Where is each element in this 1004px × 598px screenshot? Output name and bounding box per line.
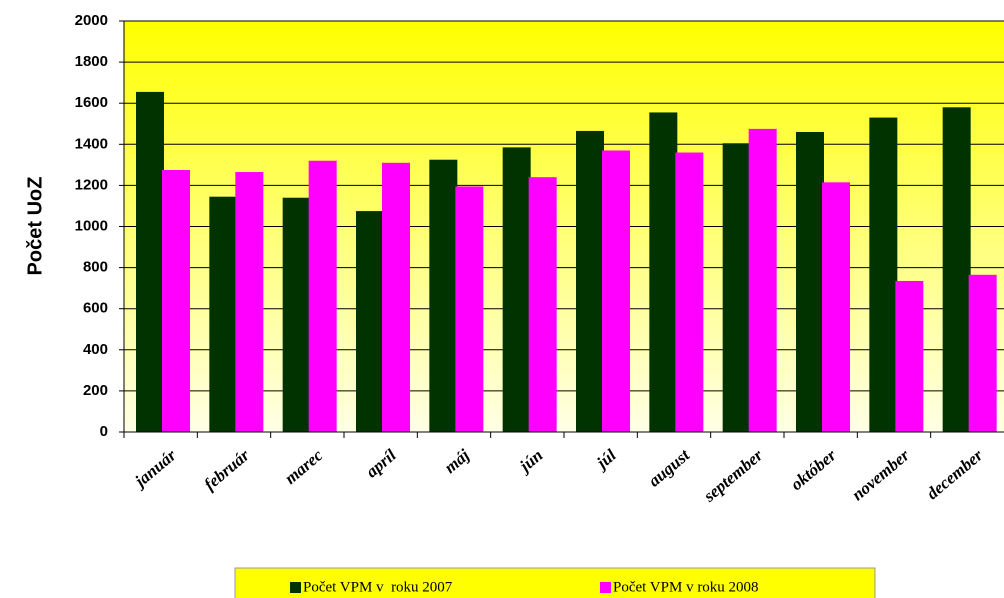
y-tick-label: 1400: [75, 135, 108, 152]
bar: [675, 152, 704, 432]
y-tick-label: 1000: [75, 217, 108, 234]
x-tick-label: máj: [441, 445, 474, 477]
bar: [528, 177, 557, 432]
bar: [235, 172, 264, 433]
bar: [869, 117, 898, 433]
y-axis-label: Počet UoZ: [24, 177, 46, 276]
x-tick-label: november: [848, 445, 913, 504]
bar: [382, 162, 410, 433]
bar: [748, 128, 777, 432]
y-tick-label: 1800: [75, 53, 108, 70]
bar: [502, 147, 531, 432]
bar: [356, 211, 384, 432]
y-tick-label: 0: [100, 423, 108, 440]
x-tick-label: marec: [281, 445, 327, 488]
y-tick-label: 600: [83, 300, 108, 317]
y-tick-label: 800: [83, 259, 108, 276]
x-tick-label: júl: [591, 445, 620, 474]
x-tick-label: január: [129, 445, 180, 492]
y-tick-label: 2000: [75, 12, 108, 29]
y-tick-label: 1600: [75, 94, 108, 111]
bar: [796, 131, 824, 432]
bar: [822, 182, 850, 432]
bar: [895, 280, 924, 432]
bar: [576, 130, 604, 432]
bar: [282, 197, 311, 432]
bar: [209, 196, 238, 432]
y-tick-label: 1200: [75, 176, 108, 193]
bar: [429, 159, 458, 432]
x-tick-label: február: [200, 445, 253, 494]
x-tick-label: december: [923, 445, 987, 503]
bar: [308, 160, 337, 433]
bar: [649, 112, 678, 432]
x-tick-label: apríl: [362, 445, 400, 481]
bar: [136, 91, 164, 433]
bar: [722, 143, 751, 432]
bar: [602, 150, 630, 432]
legend-box: [234, 567, 876, 598]
legend-swatch: [600, 582, 611, 593]
x-tick-label: jún: [514, 446, 547, 478]
y-tick-label: 200: [83, 382, 108, 399]
legend-label: Počet VPM v roku 2008: [613, 579, 759, 595]
bar: [968, 274, 997, 432]
x-tick-label: september: [699, 445, 767, 506]
legend-swatch: [290, 582, 301, 593]
bar: [455, 186, 484, 432]
x-tick-label: október: [787, 445, 840, 494]
legend-label: Počet VPM v roku 2007: [303, 579, 453, 595]
x-tick-label: august: [645, 445, 694, 491]
y-tick-label: 400: [83, 341, 108, 358]
bar: [942, 107, 971, 432]
bar: [162, 169, 190, 433]
